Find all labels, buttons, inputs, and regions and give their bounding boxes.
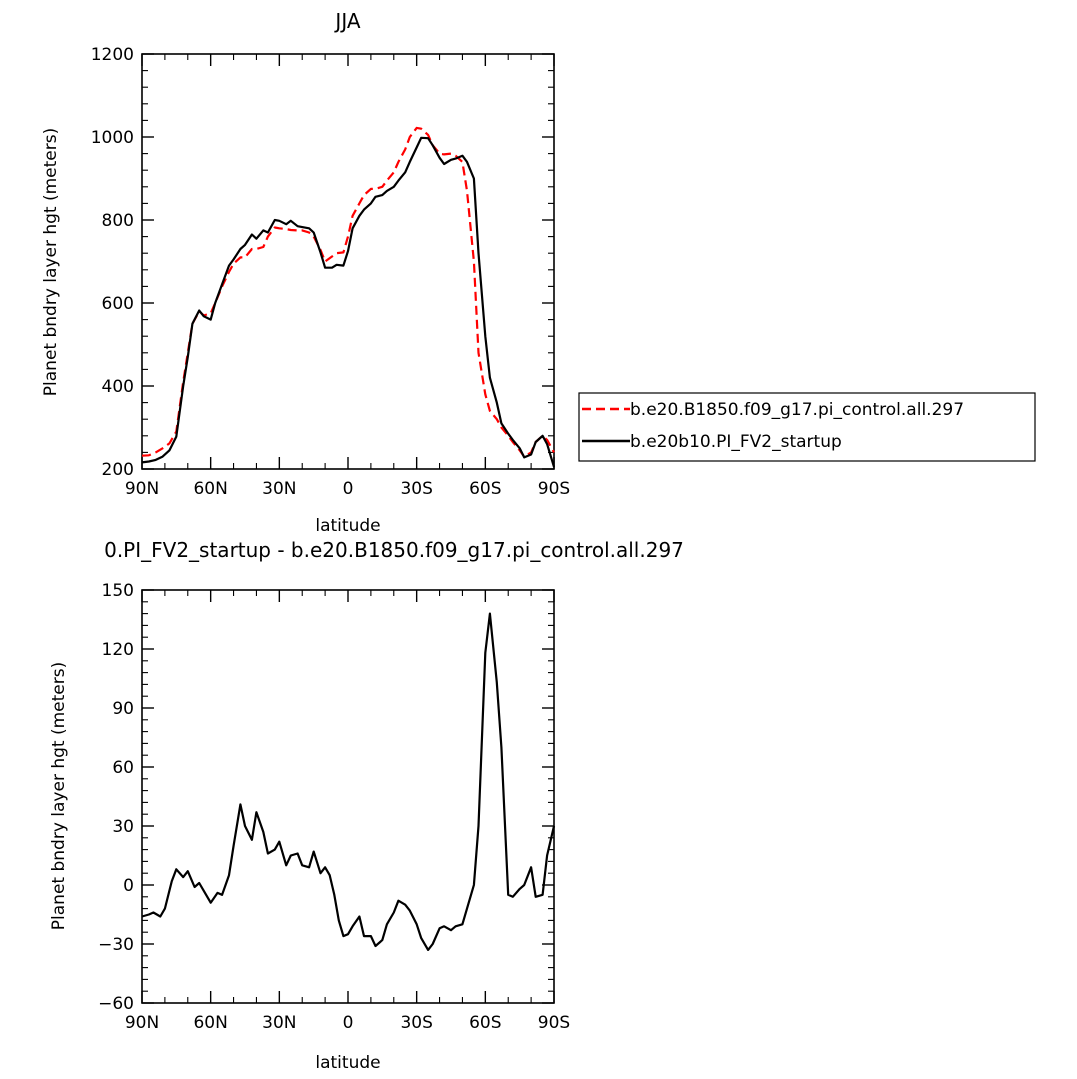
top-y-tick-label: 400 bbox=[102, 377, 134, 397]
top-series-line-1 bbox=[141, 136, 556, 468]
bottom-plot-frame bbox=[141, 589, 555, 1004]
bottom-y-tick-label: 120 bbox=[102, 640, 134, 660]
top-x-tick-label: 90S bbox=[538, 479, 570, 499]
bottom-x-tick-label: 90S bbox=[538, 1013, 570, 1033]
bottom-y-tick-label: 150 bbox=[102, 581, 134, 601]
top-plot-frame bbox=[141, 53, 555, 470]
bottom-y-tick-label: 60 bbox=[112, 758, 134, 778]
top-y-axis-label: Planet bndry layer hgt (meters) bbox=[41, 128, 61, 396]
top-x-axis-label: latitude bbox=[315, 516, 380, 536]
top-x-tick-label: 0 bbox=[343, 479, 354, 499]
top-y-tick-label: 1200 bbox=[91, 45, 134, 65]
top-plot-area: 200 400 600 800 1000 1200 90N 60N 30N 0 30S 60S 90S bbox=[91, 45, 570, 499]
legend-label-startup: b.e20b10.PI_FV2_startup bbox=[630, 432, 842, 452]
top-x-tick-label: 30N bbox=[262, 479, 296, 499]
bottom-series-line-0 bbox=[141, 612, 556, 952]
top-x-tick-label: 60S bbox=[469, 479, 501, 499]
top-x-tick-label: 30S bbox=[400, 479, 432, 499]
bottom-y-tick-label: 90 bbox=[112, 699, 134, 719]
bottom-y-tick-label: 30 bbox=[112, 817, 134, 837]
bottom-x-axis-label: latitude bbox=[315, 1053, 380, 1073]
bottom-x-tick-label: 30S bbox=[400, 1013, 432, 1033]
bottom-x-tick-label: 60S bbox=[469, 1013, 501, 1033]
top-y-tick-label: 200 bbox=[102, 460, 134, 480]
top-series-line-0 bbox=[141, 126, 555, 458]
bottom-x-tick-label: 60N bbox=[193, 1013, 227, 1033]
bottom-y-tick-label: −30 bbox=[98, 935, 134, 955]
top-x-tick-label: 60N bbox=[193, 479, 227, 499]
legend-label-control: b.e20.B1850.f09_g17.pi_control.all.297 bbox=[630, 400, 964, 420]
bottom-x-tick-label: 30N bbox=[262, 1013, 296, 1033]
bottom-y-tick-label: −60 bbox=[98, 994, 134, 1014]
bottom-y-tick-label: 0 bbox=[123, 876, 134, 896]
bottom-chart-title: 0.PI_FV2_startup - b.e20.B1850.f09_g17.p… bbox=[104, 538, 684, 562]
top-chart-title: JJA bbox=[333, 9, 360, 33]
legend: b.e20.B1850.f09_g17.pi_control.all.297 b… bbox=[578, 392, 1036, 462]
top-y-tick-label: 1000 bbox=[91, 128, 134, 148]
bottom-x-tick-label: 0 bbox=[343, 1013, 354, 1033]
bottom-y-axis-label: Planet bndry layer hgt (meters) bbox=[49, 662, 69, 930]
top-y-tick-label: 600 bbox=[102, 294, 134, 314]
legend-box bbox=[578, 392, 1036, 462]
top-y-tick-label: 800 bbox=[102, 211, 134, 231]
top-panel: JJA 200 400 600 800 1000 1200 90N 60N 30N 0 30S 60S… bbox=[41, 9, 1036, 536]
bottom-panel: 0.PI_FV2_startup - b.e20.B1850.f09_g17.p… bbox=[49, 538, 684, 1073]
bottom-plot-area: −60 −30 0 30 60 90 120 150 90N 60N 30N 0 30S 60S 90S bbox=[98, 581, 570, 1033]
bottom-x-tick-label: 90N bbox=[125, 1013, 159, 1033]
top-x-tick-label: 90N bbox=[125, 479, 159, 499]
